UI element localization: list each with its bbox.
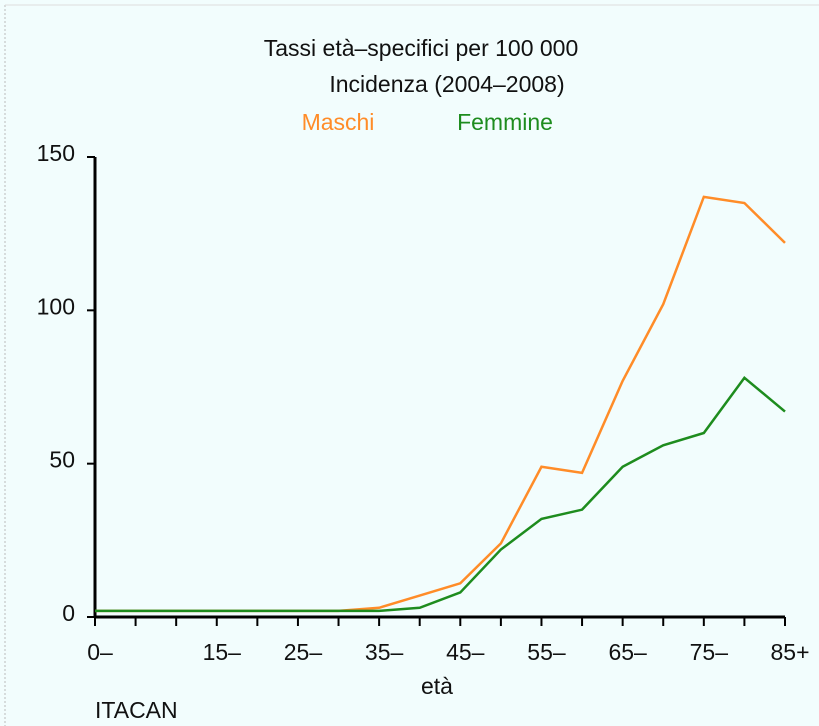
x-tick-label: 25–: [284, 639, 323, 665]
x-tick-label: 0–: [87, 639, 113, 665]
x-axis-label: età: [421, 673, 453, 699]
x-tick-label: 85+: [770, 639, 809, 665]
legend-label: Femmine: [457, 109, 553, 135]
y-tick-label: 50: [49, 447, 75, 473]
series-line: [95, 375, 786, 613]
legend-label: Maschi: [302, 109, 375, 135]
x-tick-label: 75–: [690, 639, 729, 665]
annotation: ITACAN: [95, 697, 178, 723]
series-line: [95, 195, 786, 613]
chart-title: Tassi età–specifici per 100 000: [264, 35, 579, 61]
x-tick-label: 55–: [527, 639, 566, 665]
x-tick-label: 35–: [365, 639, 404, 665]
x-tick-label: 45–: [446, 639, 485, 665]
y-tick-label: 150: [37, 140, 75, 166]
x-tick-label: 65–: [608, 639, 647, 665]
y-tick-label: 0: [62, 600, 75, 626]
y-tick-label: 100: [37, 293, 75, 319]
chart-subtitle: Incidenza (2004–2008): [329, 71, 564, 97]
x-tick-label: 15–: [203, 639, 242, 665]
